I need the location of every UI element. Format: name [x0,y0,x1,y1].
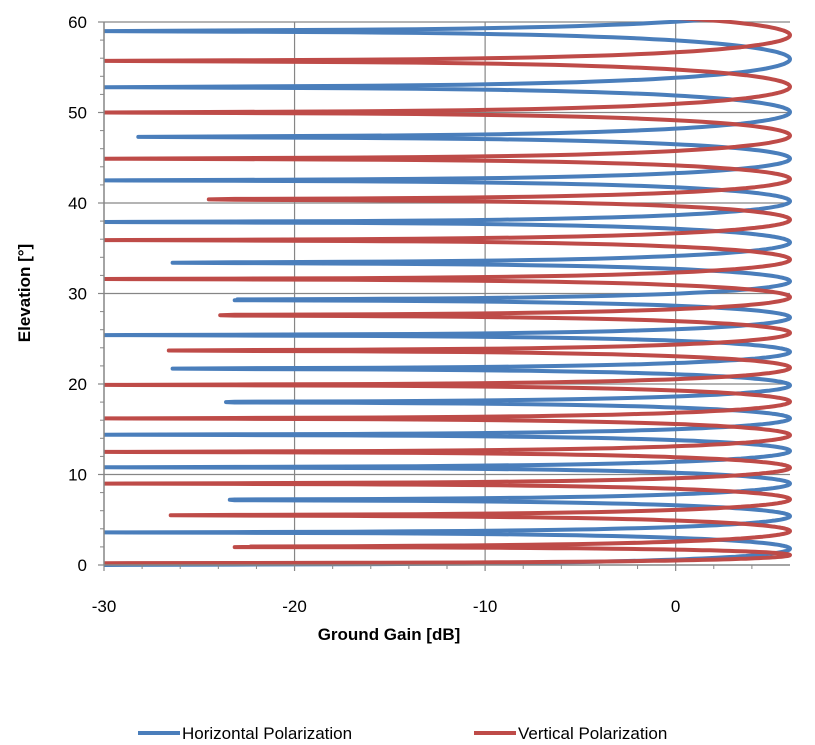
legend-label-horizontal: Horizontal Polarization [182,724,352,743]
x-tick-label: -30 [92,597,117,616]
y-tick-label: 0 [78,556,87,575]
axes [98,21,790,571]
y-tick-label: 50 [68,104,87,123]
y-tick-label: 10 [68,466,87,485]
x-tick-label: -10 [473,597,498,616]
series-line-horizontal [104,20,792,567]
x-tick-label: -20 [282,597,307,616]
x-tick-label: 0 [671,597,680,616]
y-tick-label: 40 [68,194,87,213]
legend: Horizontal Polarization Vertical Polariz… [138,724,667,743]
legend-label-vertical: Vertical Polarization [518,724,667,743]
y-tick-label: 60 [68,13,87,32]
y-axis-title: Elevation [°] [15,244,34,342]
tick-labels: -30 -20 -10 0 0 10 20 30 40 50 60 [68,13,680,616]
plot-series [104,20,792,567]
y-tick-label: 30 [68,285,87,304]
x-axis-title: Ground Gain [dB] [318,625,461,644]
series-line-vertical [104,20,792,566]
y-tick-label: 20 [68,375,87,394]
